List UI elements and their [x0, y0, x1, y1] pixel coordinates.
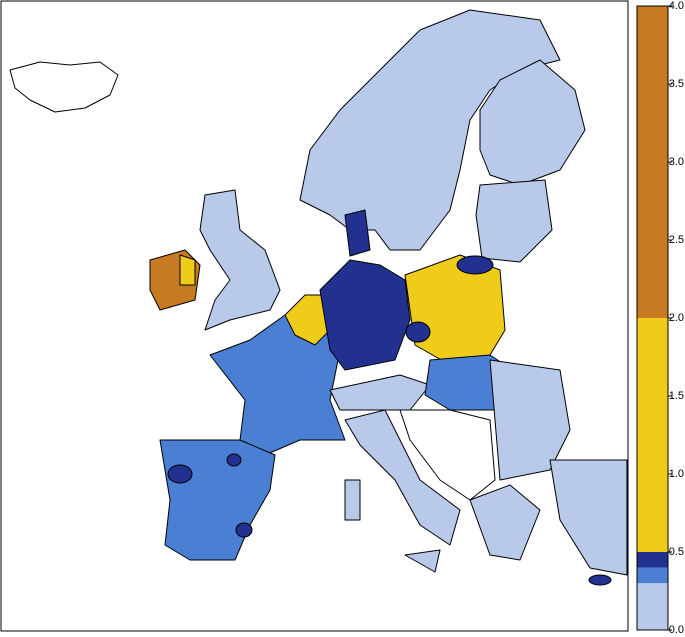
colorbar: 0.0 0.5 1.0 1.5 2.0 2.5 3.0 3.5 4.0	[636, 0, 684, 636]
colorbar-segment	[637, 552, 668, 568]
sardinia	[344, 479, 361, 521]
scandinavia	[299, 9, 561, 251]
italy	[344, 409, 461, 546]
tick-label: 3.5	[669, 78, 684, 90]
romania-bulgaria	[489, 359, 571, 481]
baltics	[475, 179, 553, 263]
region	[226, 453, 242, 467]
turkey	[549, 459, 628, 576]
tick-label: 1.0	[669, 468, 684, 480]
region	[405, 321, 431, 343]
alps	[329, 374, 431, 411]
finland	[479, 59, 586, 186]
iceland	[9, 61, 119, 113]
colorbar-segment	[637, 6, 668, 318]
great-britain	[199, 189, 281, 331]
tick-label: 0.5	[669, 546, 684, 558]
tick-label: 2.5	[669, 234, 684, 246]
colorbar-segment	[637, 567, 668, 584]
greece	[469, 484, 541, 561]
colorbar-segment	[637, 583, 668, 630]
sicily	[404, 549, 441, 573]
region	[167, 464, 193, 484]
tick-label: 2.0	[669, 312, 684, 324]
denmark	[344, 209, 371, 257]
cyprus	[588, 574, 612, 586]
tick-label: 1.5	[669, 390, 684, 402]
tick-label: 3.0	[669, 156, 684, 168]
tick-label: 0.0	[669, 624, 684, 636]
northern-ireland	[179, 254, 196, 286]
germany	[319, 259, 411, 371]
region	[456, 255, 494, 275]
map	[0, 0, 629, 632]
balkans	[399, 409, 496, 501]
region	[235, 522, 253, 538]
france	[209, 314, 346, 456]
colorbar-segment	[637, 318, 668, 552]
tick-label: 4.0	[669, 0, 684, 12]
